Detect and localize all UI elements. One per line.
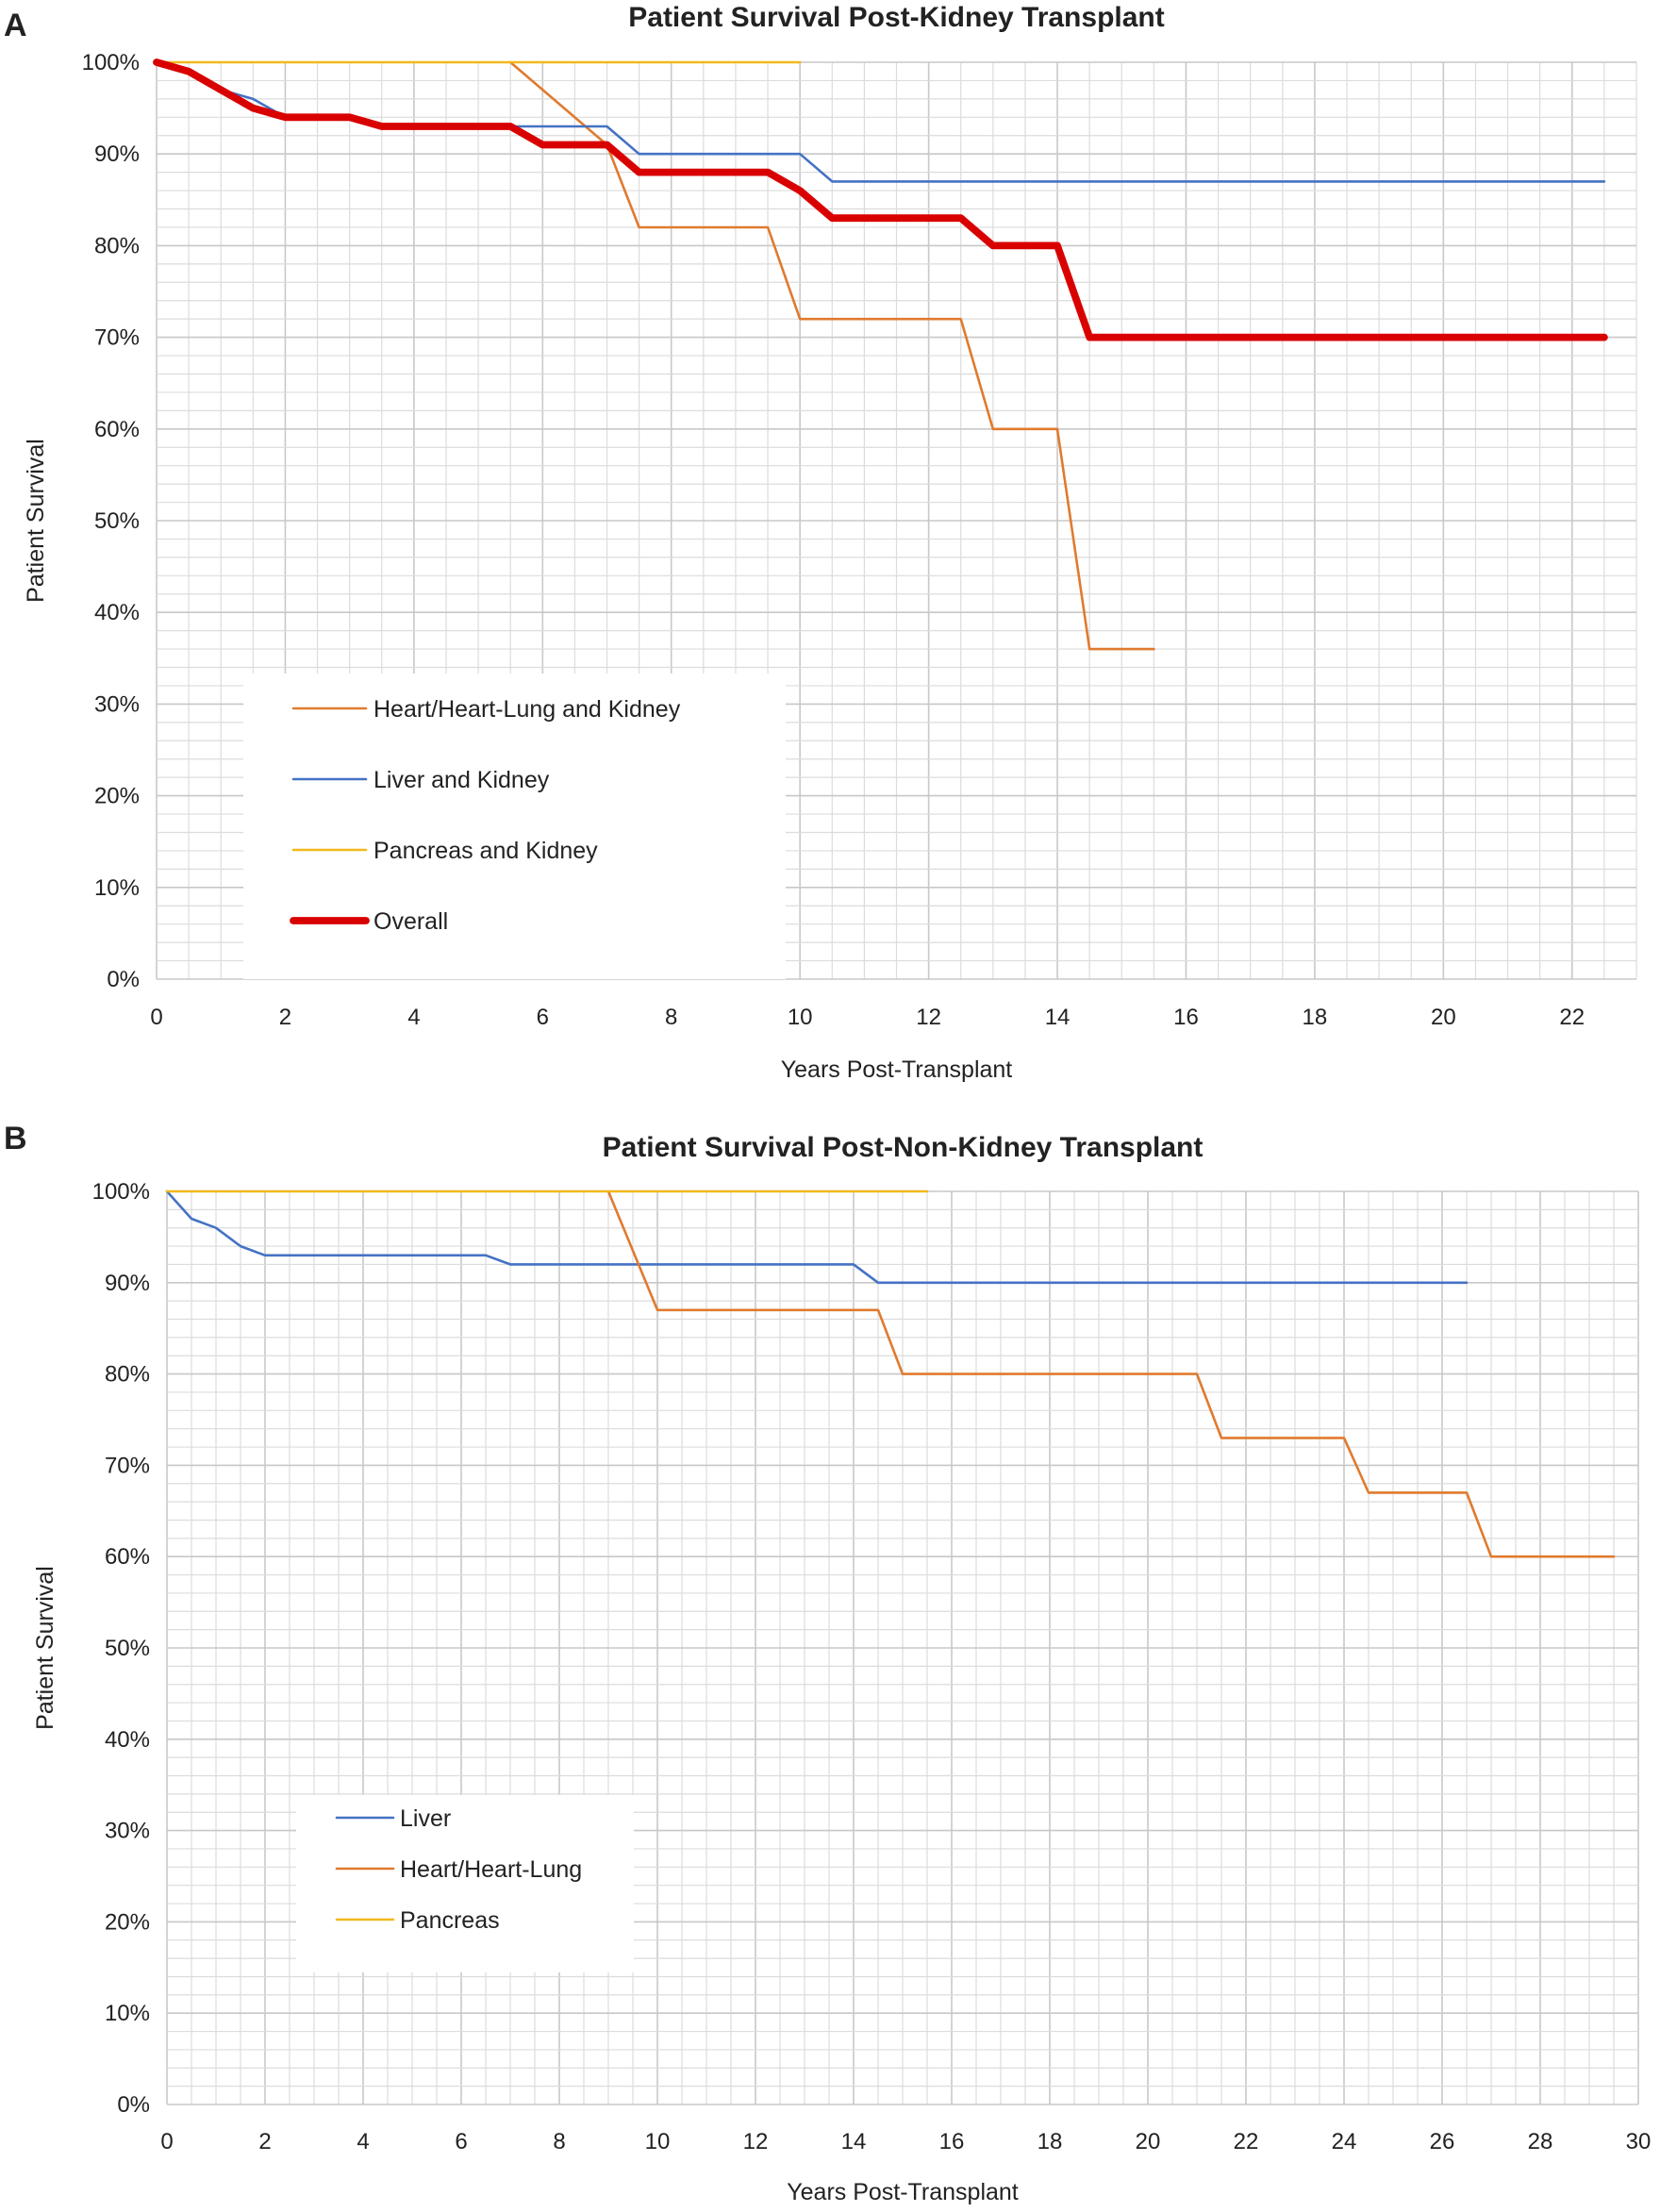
- panel-letter-b: B: [4, 1121, 27, 1156]
- chart-b-xtick-label: 10: [645, 2129, 671, 2154]
- chart-b-xtick-label: 18: [1038, 2129, 1063, 2154]
- chart-a-ytick-label: 80%: [94, 233, 140, 258]
- chart-b-xtick-label: 8: [553, 2129, 565, 2154]
- chart-a-xtick-label: 16: [1173, 1005, 1199, 1030]
- chart-a-ytick-label: 10%: [94, 875, 140, 901]
- chart-b-ytick-label: 80%: [105, 1362, 150, 1388]
- chart-b-series-heart-heart-lung: [606, 1189, 1616, 1558]
- chart-a-ytick-label: 100%: [82, 50, 140, 75]
- chart-b-ytick-label: 60%: [105, 1544, 150, 1570]
- panel-letter-a: A: [4, 8, 27, 43]
- chart-b-ytick-label: 30%: [105, 1819, 150, 1844]
- chart-a-legend-label: Heart/Heart-Lung and Kidney: [374, 696, 681, 723]
- chart-b-xtick-label: 2: [258, 2129, 271, 2154]
- chart-a-xtick-label: 18: [1303, 1005, 1328, 1030]
- chart-a-xtick-label: 22: [1559, 1005, 1585, 1030]
- chart-a-ytick-label: 50%: [94, 508, 140, 534]
- chart-a-xtick-label: 8: [665, 1005, 677, 1030]
- chart-a-xtick-label: 0: [150, 1005, 162, 1030]
- chart-a-ytick-label: 30%: [94, 691, 140, 717]
- chart-a-xtick-label: 14: [1045, 1005, 1071, 1030]
- chart-b-legend-label: Liver: [400, 1805, 451, 1832]
- chart-a-ytick-label: 0%: [107, 967, 140, 992]
- chart-a-title: Patient Survival Post-Kidney Transplant: [628, 2, 1164, 33]
- chart-a-xtick-label: 2: [279, 1005, 291, 1030]
- chart-b-xtick-label: 14: [841, 2129, 867, 2154]
- survival-chart-non-kidney: Patient Survival Post-Non-Kidney Transpl…: [32, 1132, 1652, 2205]
- chart-b-xtick-label: 22: [1234, 2129, 1259, 2154]
- chart-a-xtick-label: 12: [916, 1005, 941, 1030]
- chart-b-series-liver: [165, 1189, 1469, 1285]
- chart-a-series-overall: [153, 58, 1608, 341]
- chart-b-ytick-label: 20%: [105, 1909, 150, 1935]
- chart-b-legend: Liver Heart/Heart-Lung Pancreas: [296, 1795, 634, 1972]
- chart-a-ytick-label: 90%: [94, 141, 140, 167]
- chart-a-xtick-label: 4: [407, 1005, 420, 1030]
- chart-a-legend-label: Pancreas and Kidney: [374, 838, 598, 864]
- chart-b-xtick-label: 4: [357, 2129, 369, 2154]
- chart-b-legend-label: Heart/Heart-Lung: [400, 1856, 582, 1883]
- chart-b-xtick-label: 6: [455, 2129, 467, 2154]
- survival-chart-kidney: Patient Survival Post-Kidney Transplant 0…: [23, 2, 1637, 1083]
- chart-a-ytick-label: 60%: [94, 417, 140, 442]
- chart-b-ytick-label: 40%: [105, 1727, 150, 1753]
- chart-a-y-axis-label: Patient Survival: [23, 439, 49, 603]
- chart-a-ytick-label: 40%: [94, 600, 140, 625]
- chart-a-ytick-label: 70%: [94, 325, 140, 351]
- chart-a-xtick-label: 6: [537, 1005, 549, 1030]
- chart-b-ytick-label: 90%: [105, 1271, 150, 1296]
- chart-b-xtick-label: 26: [1430, 2129, 1455, 2154]
- chart-b-xtick-label: 30: [1626, 2129, 1652, 2154]
- chart-b-legend-box: [296, 1795, 634, 1972]
- chart-b-xtick-label: 20: [1136, 2129, 1161, 2154]
- chart-b-xtick-label: 12: [743, 2129, 769, 2154]
- chart-a-series-heart-heart-lung-and-kidney: [508, 60, 1155, 651]
- chart-b-y-axis-label: Patient Survival: [32, 1566, 58, 1730]
- chart-b-ytick-label: 50%: [105, 1636, 150, 1661]
- chart-b-xtick-label: 0: [160, 2129, 173, 2154]
- chart-b-ytick-label: 70%: [105, 1453, 150, 1478]
- chart-b-legend-label: Pancreas: [400, 1907, 500, 1934]
- chart-a-x-axis-label: Years Post-Transplant: [781, 1056, 1013, 1083]
- chart-b-xtick-label: 16: [939, 2129, 965, 2154]
- chart-b-title: Patient Survival Post-Non-Kidney Transpl…: [603, 1132, 1204, 1163]
- chart-b-xtick-label: 24: [1332, 2129, 1357, 2154]
- chart-a-xtick-label: 20: [1431, 1005, 1456, 1030]
- chart-b-ytick-label: 0%: [117, 2092, 150, 2118]
- chart-a-legend-label: Overall: [374, 908, 448, 935]
- chart-a-legend-box: [243, 674, 786, 979]
- chart-a-legend: Heart/Heart-Lung and Kidney Liver and Kid…: [243, 674, 786, 979]
- panel-a: A Patient Survival Post-Kidney Transplan…: [0, 0, 1660, 1094]
- chart-a-legend-label: Liver and Kidney: [374, 767, 550, 793]
- panel-b: B Patient Survival Post-Non-Kidney Trans…: [0, 1113, 1660, 2212]
- chart-a-ytick-label: 20%: [94, 784, 140, 809]
- chart-a-xtick-label: 10: [788, 1005, 813, 1030]
- chart-b-x-axis-label: Years Post-Transplant: [787, 2179, 1019, 2205]
- chart-b-ytick-label: 10%: [105, 2001, 150, 2026]
- chart-b-xtick-label: 28: [1528, 2129, 1553, 2154]
- chart-b-ytick-label: 100%: [92, 1179, 150, 1205]
